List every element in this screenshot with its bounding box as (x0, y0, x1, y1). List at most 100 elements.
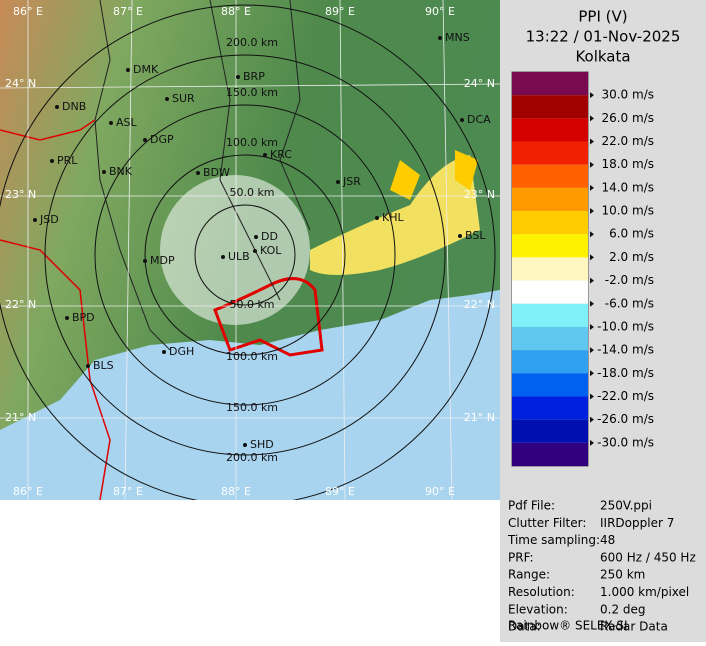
station-label: BSL (465, 229, 486, 242)
station-dot (460, 118, 464, 122)
range-label: 200.0 km (226, 451, 278, 464)
legend-label: -10.0 m/s (597, 319, 654, 333)
legend-swatch (512, 234, 588, 258)
station-label: DGH (169, 345, 194, 358)
lon-label: 89° E (325, 5, 355, 18)
station-label: JSD (39, 213, 59, 226)
legend-arrow (590, 184, 594, 191)
legend-swatch (512, 118, 588, 142)
echo-white (160, 175, 310, 325)
range-label: 50.0 km (229, 186, 274, 199)
legend-swatch (512, 326, 588, 351)
district-borders (94, 0, 311, 351)
legend-label: 6.0 m/s (609, 227, 654, 241)
legend-arrow (590, 416, 594, 423)
station-label: KOL (260, 244, 282, 257)
station-dot (50, 159, 54, 163)
latlon-grid (0, 0, 501, 501)
legend-swatch (512, 280, 588, 304)
station-dot (55, 105, 59, 109)
coast-echo (213, 277, 324, 357)
range-label: 100.0 km (226, 350, 278, 363)
station-label: MDP (150, 254, 175, 267)
legend-arrow (590, 161, 594, 168)
station-label: ULB (228, 250, 250, 263)
lon-label: 90° E (425, 5, 455, 18)
lat-label: 21° N (464, 411, 495, 424)
legend-swatch (512, 141, 588, 165)
station-label: BLS (93, 359, 114, 372)
range-label: 100.0 km (226, 136, 278, 149)
station-label: PRL (57, 154, 78, 167)
legend-label: 30.0 m/s (601, 88, 654, 102)
blank-area (0, 500, 500, 642)
station-dot (375, 216, 379, 220)
legend-swatch (512, 187, 588, 212)
range-label: 50.0 km (229, 298, 274, 311)
station-dot (458, 234, 462, 238)
info-key: Pdf File: (508, 499, 555, 513)
info-key: PRF: (508, 550, 534, 564)
info-value: IIRDoppler 7 (600, 516, 674, 530)
legend-swatch (512, 164, 588, 188)
legend-arrow (590, 439, 594, 446)
info-value: 0.2 deg (600, 602, 646, 616)
info-value: 600 Hz / 450 Hz (600, 550, 696, 564)
station-label: BDW (203, 166, 230, 179)
legend-arrow (590, 370, 594, 377)
range-label: 200.0 km (226, 36, 278, 49)
lat-label: 23° N (464, 188, 495, 201)
station-dot (243, 443, 247, 447)
lon-label: 86° E (13, 5, 43, 18)
legend-label: -22.0 m/s (597, 389, 654, 403)
station-label: DMK (133, 63, 159, 76)
station-label: DGP (150, 133, 174, 146)
footer: Rainbow® SELEX-SI (508, 619, 628, 633)
legend-arrow (590, 300, 594, 307)
station-label: KHL (382, 211, 404, 224)
info-value: 250 km (600, 568, 645, 582)
legend-label: 26.0 m/s (601, 111, 654, 125)
station-dot (143, 138, 147, 142)
station-dot (126, 68, 130, 72)
legend-label: -30.0 m/s (597, 435, 654, 449)
lon-label: 86° E (13, 485, 43, 498)
state-borders (0, 119, 111, 501)
legend-swatch (512, 211, 588, 235)
legend-label: 14.0 m/s (601, 180, 654, 194)
legend-swatch (512, 72, 588, 96)
legend-arrow (590, 92, 594, 99)
lon-label: 87° E (113, 485, 143, 498)
legend-label: -14.0 m/s (597, 343, 654, 357)
station-dot (236, 75, 240, 79)
station-label: MNS (445, 31, 470, 44)
lat-label: 24° N (464, 77, 495, 90)
legend-label: -6.0 m/s (605, 296, 654, 310)
legend-arrow (590, 115, 594, 122)
echo-orange (390, 150, 478, 200)
station-dot (254, 235, 258, 239)
station-label: JSR (342, 175, 361, 188)
station-dot (438, 36, 442, 40)
station-label: DNB (62, 100, 86, 113)
station-label: SUR (172, 92, 195, 105)
legend-arrow (590, 323, 594, 330)
lat-label: 22° N (5, 298, 36, 311)
lon-label: 88° E (221, 485, 251, 498)
lon-label: 88° E (221, 5, 251, 18)
lat-label: 23° N (5, 188, 36, 201)
lon-label: 90° E (425, 485, 455, 498)
station-dot (221, 255, 225, 259)
lon-label: 87° E (113, 5, 143, 18)
legend-arrow (590, 347, 594, 354)
station-dot (336, 180, 340, 184)
legend-swatch (512, 373, 588, 397)
lat-label: 22° N (464, 298, 495, 311)
station-dot (33, 218, 37, 222)
legend-label: 22.0 m/s (601, 134, 654, 148)
info-key: Clutter Filter: (508, 516, 586, 530)
legend-swatch (512, 95, 588, 119)
station-dot (165, 97, 169, 101)
info-value: 1.000 km/pixel (600, 585, 689, 599)
